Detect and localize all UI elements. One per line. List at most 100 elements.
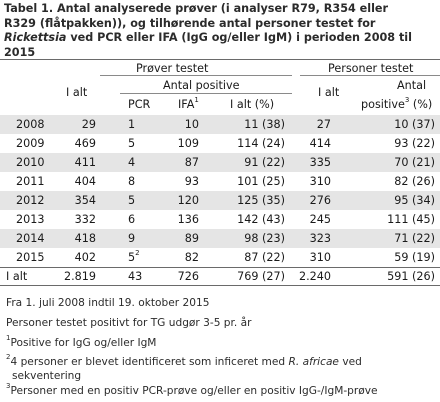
persons-total-cell-value: 27 — [316, 118, 331, 131]
pcr-footnote-mark: 2 — [135, 249, 140, 258]
title-line-3: Rickettsia ved PCR eller IFA (IgG og/ell… — [4, 31, 436, 46]
samples-total-cell-value: 411 — [74, 156, 96, 169]
year-cell-value: 2009 — [16, 137, 45, 150]
year-cell-value: 2011 — [16, 175, 45, 188]
ifa-cell: 136 — [178, 213, 199, 226]
positive-total-cell: 142 (43) — [237, 213, 285, 226]
positive-total-cell-value: 87 (22) — [244, 251, 285, 264]
ifa-cell: 93 — [185, 175, 199, 188]
positive-total-cell-value: 11 (38) — [244, 118, 285, 131]
table-row: 2009 469 5 109 114 (24) 414 93 (22) — [0, 134, 440, 153]
year-cell: 2015 — [16, 251, 44, 264]
persons-total-cell: 276 — [310, 194, 331, 207]
pcr-cell-value: 1 — [128, 118, 136, 131]
pcr-cell-value: 5 — [128, 137, 136, 150]
ifa-cell-value: 87 — [184, 156, 199, 169]
header-pcr: PCR — [128, 98, 151, 111]
table-row: 2010 411 4 87 91 (22) 335 70 (21) — [0, 153, 440, 172]
pcr-cell-value: 5 — [128, 251, 136, 264]
year-cell-value: 2010 — [16, 156, 45, 169]
footnote-1: 1Positive for IgG og/eller IgM — [6, 335, 157, 350]
persons-positive-cell-value: 93 (22) — [394, 137, 435, 150]
year-cell-value: 2008 — [16, 118, 45, 131]
persons-positive-cell-value: 111 (45) — [387, 213, 435, 226]
pcr-cell-value: 5 — [128, 194, 136, 207]
ifa-cell-value: 109 — [177, 137, 199, 150]
total-label: I alt — [6, 270, 28, 283]
pcr-cell: 4 — [128, 156, 135, 169]
footnote-2: 24 personer er blevet identificeret som … — [6, 354, 362, 383]
footnote-period: Fra 1. juli 2008 indtil 19. oktober 2015 — [6, 297, 210, 309]
positive-total-cell: 98 (23) — [244, 232, 285, 245]
persons-total-cell: 310 — [310, 251, 331, 264]
header-positive-pct: positive3 (%) — [361, 96, 432, 111]
footnote-3: 3Personer med en positiv PCR-prøve og/el… — [6, 383, 378, 398]
title-italic-rickettsia: Rickettsia — [4, 31, 67, 44]
persons-positive-cell-value: 95 (34) — [394, 194, 435, 207]
pcr-cell-value: 4 — [128, 156, 136, 169]
persons-positive-cell-value: 59 (19) — [394, 251, 435, 264]
table-top-rule — [0, 59, 440, 60]
table-row: 2008 29 1 10 11 (38) 27 10 (37) — [0, 115, 440, 134]
year-cell: 2011 — [16, 175, 44, 188]
footnote-2-italic: R. africae — [288, 356, 339, 368]
header-antal: Antal — [397, 79, 427, 92]
persons-positive-cell-value: 70 (21) — [394, 156, 435, 169]
footnote-1-text: Positive for IgG og/eller IgM — [10, 337, 157, 349]
persons-positive-cell: 59 (19) — [394, 251, 435, 264]
persons-total-cell: 323 — [310, 232, 331, 245]
samples-total-cell: 332 — [75, 213, 96, 226]
persons-total-cell-value: 245 — [309, 213, 331, 226]
year-cell: 2010 — [16, 156, 44, 169]
samples-group-underline — [100, 75, 292, 76]
header-positive-footnote-mark: 3 — [404, 96, 410, 105]
samples-total-cell-value: 29 — [81, 118, 96, 131]
year-cell: 2009 — [16, 137, 44, 150]
ifa-cell-value: 89 — [184, 232, 199, 245]
ifa-cell-value: 93 — [184, 175, 199, 188]
positive-total-cell: 101 (25) — [237, 175, 285, 188]
positive-total-cell: 114 (24) — [237, 137, 285, 150]
persons-positive-cell: 93 (22) — [394, 137, 435, 150]
title-line-4: 2015 — [4, 45, 36, 59]
header-persons-total: I alt — [318, 86, 340, 99]
persons-positive-cell: 70 (21) — [394, 156, 435, 169]
persons-total-cell-value: 310 — [309, 251, 331, 264]
table-row: 2015 402 52 82 87 (22) 310 59 (19) — [0, 248, 440, 267]
pcr-cell-value: 8 — [128, 175, 136, 188]
pcr-cell-value: 9 — [128, 232, 136, 245]
ifa-cell: 10 — [185, 118, 199, 131]
ifa-cell-value: 120 — [177, 194, 199, 207]
positive-total-cell: 11 (38) — [244, 118, 285, 131]
ifa-cell: 87 — [185, 156, 199, 169]
persons-total-cell-value: 276 — [309, 194, 331, 207]
year-cell: 2012 — [16, 194, 44, 207]
header-total-pct: I alt (%) — [230, 98, 275, 111]
table-row: 2013 332 6 136 142 (43) 245 111 (45) — [0, 210, 440, 229]
persons-total-cell: 245 — [310, 213, 331, 226]
header-row-columns: PCR IFA1 I alt (%) positive3 (%) — [0, 95, 440, 115]
persons-total-cell-value: 335 — [309, 156, 331, 169]
samples-total-cell-value: 332 — [74, 213, 96, 226]
year-cell-value: 2012 — [16, 194, 45, 207]
total-positive: 769 (27) — [237, 270, 285, 283]
pcr-cell: 52 — [128, 249, 140, 264]
table-body: 2008 29 1 10 11 (38) 27 10 (37) 2009 469 5 109 114 … — [0, 115, 440, 267]
persons-total-cell-value: 414 — [309, 137, 331, 150]
ifa-cell: 82 — [185, 251, 199, 264]
footnote-2-text-b: ved — [338, 356, 362, 368]
positive-total-cell-value: 125 (35) — [237, 194, 285, 207]
pcr-cell: 1 — [128, 118, 135, 131]
data-table: Prøver testet Personer testet I alt Anta… — [0, 59, 440, 286]
pcr-cell: 9 — [128, 232, 135, 245]
table-row: 2014 418 9 89 98 (23) 323 71 (22) — [0, 229, 440, 248]
pcr-cell: 8 — [128, 175, 135, 188]
persons-positive-cell-value: 82 (26) — [394, 175, 435, 188]
persons-total-cell: 414 — [310, 137, 331, 150]
year-cell-value: 2014 — [16, 232, 45, 245]
persons-total-cell: 335 — [310, 156, 331, 169]
header-group-samples: Prøver testet — [136, 62, 209, 75]
persons-total-cell-value: 310 — [309, 175, 331, 188]
pcr-cell: 6 — [128, 213, 135, 226]
ifa-cell-value: 136 — [177, 213, 199, 226]
